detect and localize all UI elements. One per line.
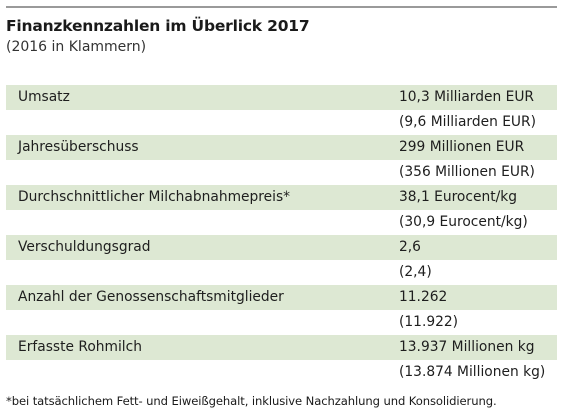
table-row-umsatz-prev: (9,6 Milliarden EUR) <box>6 110 557 135</box>
table-subtitle: (2016 in Klammern) <box>6 39 147 55</box>
table-row-verschuldungsgrad: Verschuldungsgrad 2,6 <box>6 235 557 260</box>
table-title: Finanzkennzahlen im Überlick 2017 <box>6 17 310 35</box>
table-row-verschuldungsgrad-prev: (2,4) <box>6 260 557 285</box>
row-prev-value: (356 Millionen EUR) <box>399 164 535 180</box>
row-prev-value: (30,9 Eurocent/kg) <box>399 214 528 230</box>
row-prev-value: (2,4) <box>399 264 432 280</box>
financial-table: Umsatz 10,3 Milliarden EUR (9,6 Milliard… <box>6 85 557 385</box>
row-label: Anzahl der Genossenschaftsmitglieder <box>18 289 284 305</box>
row-label: Jahresüberschuss <box>18 139 139 155</box>
row-value: 10,3 Milliarden EUR <box>399 89 535 105</box>
row-value: 2,6 <box>399 239 421 255</box>
row-label: Durchschnittlicher Milchabnahmepreis* <box>18 189 291 205</box>
row-value: 11.262 <box>399 289 448 305</box>
table-row-genossenschaftsmitglieder-prev: (11.922) <box>6 310 557 335</box>
row-value: 38,1 Eurocent/kg <box>399 189 518 205</box>
table-row-rohmilch-prev: (13.874 Millionen kg) <box>6 360 557 385</box>
table-row-rohmilch: Erfasste Rohmilch 13.937 Millionen kg <box>6 335 557 360</box>
row-label: Verschuldungsgrad <box>18 239 151 255</box>
table-row-umsatz: Umsatz 10,3 Milliarden EUR <box>6 85 557 110</box>
table-row-genossenschaftsmitglieder: Anzahl der Genossenschaftsmitglieder 11.… <box>6 285 557 310</box>
row-prev-value: (9,6 Milliarden EUR) <box>399 114 536 130</box>
table-row-milchabnahmepreis: Durchschnittlicher Milchabnahmepreis* 38… <box>6 185 557 210</box>
row-value: 299 Millionen EUR <box>399 139 525 155</box>
row-label: Umsatz <box>18 89 70 105</box>
table-row-milchabnahmepreis-prev: (30,9 Eurocent/kg) <box>6 210 557 235</box>
row-prev-value: (13.874 Millionen kg) <box>399 364 546 380</box>
row-label: Erfasste Rohmilch <box>18 339 142 355</box>
table-row-jahresueberschuss-prev: (356 Millionen EUR) <box>6 160 557 185</box>
footnote: *bei tatsächlichem Fett- und Eiweißgehal… <box>6 394 497 408</box>
row-prev-value: (11.922) <box>399 314 459 330</box>
top-rule <box>6 6 557 8</box>
table-row-jahresueberschuss: Jahresüberschuss 299 Millionen EUR <box>6 135 557 160</box>
row-value: 13.937 Millionen kg <box>399 339 535 355</box>
